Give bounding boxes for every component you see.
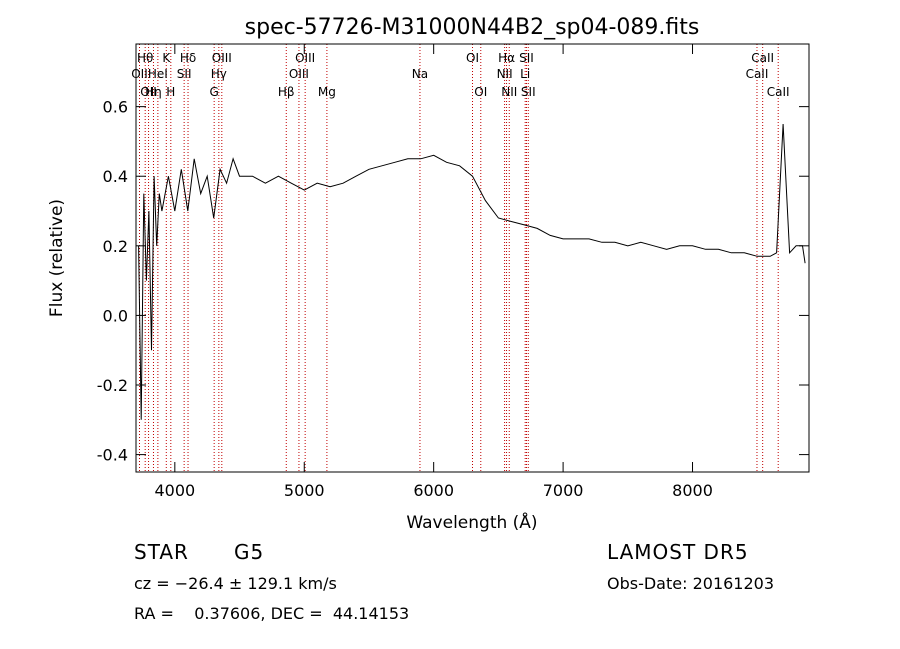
spectral-line-label: SII	[521, 85, 536, 99]
x-axis-ticks: 4000 5000 6000 7000 8000	[154, 44, 713, 500]
spectral-line-label: Li	[520, 67, 530, 81]
spectral-line-label: OIII	[295, 51, 315, 65]
ra-dec-coordinates: RA = 0.37606, DEC = 44.14153	[134, 604, 410, 623]
spectral-line-label: K	[162, 51, 171, 65]
y-axis-label: Flux (relative)	[47, 199, 67, 317]
object-subclass: G5	[234, 540, 265, 564]
spectral-line-label: Mg	[318, 85, 336, 99]
spectral-line-label: NII	[501, 85, 517, 99]
object-class: STAR	[134, 540, 189, 564]
x-tick-label: 6000	[413, 481, 454, 500]
spectral-line-label: OI	[466, 51, 479, 65]
y-tick-label: 0.0	[103, 306, 128, 325]
x-axis-label: Wavelength (Å)	[406, 511, 537, 533]
spectral-line-label: Na	[412, 67, 428, 81]
spectral-line-label: SII	[519, 51, 534, 65]
spectral-line-label: OIII	[289, 67, 309, 81]
plot-frame	[135, 43, 810, 473]
y-tick-label: 0.4	[103, 167, 128, 186]
y-tick-label: 0.6	[103, 98, 128, 117]
spectral-line-label: NII	[497, 67, 513, 81]
x-tick-label: 4000	[154, 481, 195, 500]
spectral-line-label: OII	[131, 67, 148, 81]
redshift-velocity: cz = −26.4 ± 129.1 km/s	[134, 574, 337, 593]
x-tick-label: 7000	[543, 481, 584, 500]
spectral-line-label: Hθ	[137, 51, 153, 65]
spectral-line-label: Hα	[498, 51, 515, 65]
spectral-line-labels: OIIHθOIIHηHeIKHSIIHδGHγOIIIHβOIIIOIIIMgN…	[131, 51, 789, 99]
spectral-line-label: OIII	[212, 51, 232, 65]
y-tick-label: 0.2	[103, 237, 128, 256]
spectral-line-label: CaII	[746, 67, 769, 81]
spectrum-chart: OIIHθOIIHηHeIKHSIIHδGHγOIIIHβOIIIOIIIMgN…	[47, 15, 810, 533]
spectral-line-label: CaII	[767, 85, 790, 99]
spectral-line-label: H	[166, 85, 175, 99]
chart-title: spec-57726-M31000N44B2_sp04-089.fits	[245, 15, 700, 40]
survey-release: LAMOST DR5	[607, 540, 749, 564]
spectral-line-label: CaII	[751, 51, 774, 65]
spectrum-line	[138, 123, 806, 420]
spectral-line-label: Hδ	[180, 51, 196, 65]
spectral-line-label: Hη	[145, 85, 162, 99]
y-tick-label: -0.2	[97, 376, 128, 395]
spectral-line-label: Hβ	[278, 85, 295, 99]
spectral-line-markers	[138, 44, 779, 472]
y-tick-label: -0.4	[97, 446, 128, 465]
observation-date: Obs-Date: 20161203	[607, 574, 775, 593]
spectral-line-label: HeI	[148, 67, 168, 81]
y-axis-ticks: -0.4 -0.2 0.0 0.2 0.4 0.6	[97, 98, 809, 465]
x-tick-label: 5000	[284, 481, 325, 500]
spectral-line-label: Hγ	[211, 67, 227, 81]
spectral-line-label: OII	[140, 85, 157, 99]
spectral-line-label: G	[210, 85, 219, 99]
x-tick-label: 8000	[672, 481, 713, 500]
spectral-line-label: OI	[474, 85, 487, 99]
spectral-line-label: SII	[177, 67, 192, 81]
